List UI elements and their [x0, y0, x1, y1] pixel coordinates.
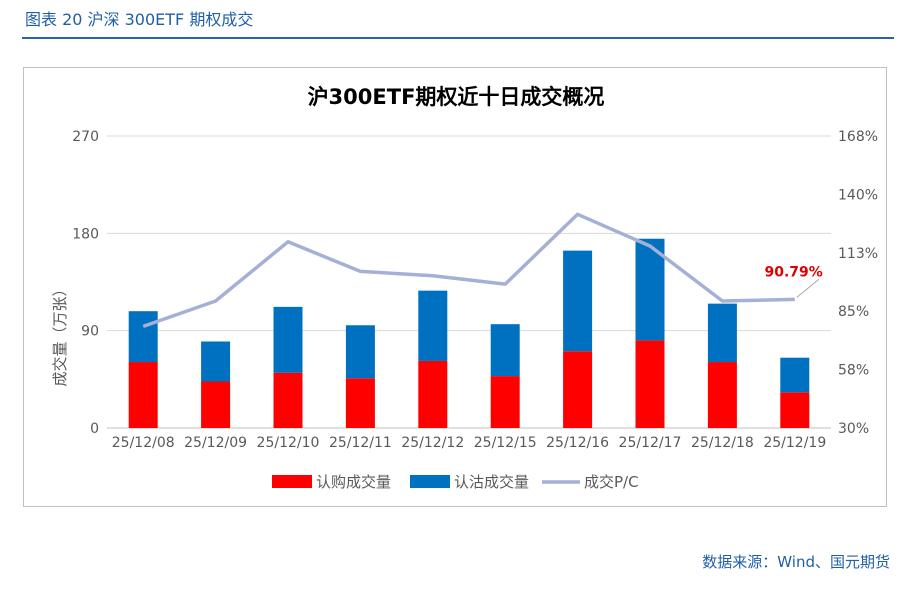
bar-call-volume	[490, 376, 520, 428]
bar-put-volume	[490, 324, 520, 377]
figure-caption: 图表 20 沪深 300ETF 期权成交	[25, 10, 254, 29]
bar-call-volume	[418, 360, 448, 428]
x-tick-label: 25/12/15	[474, 435, 537, 451]
y-tick-label: 0	[90, 421, 99, 437]
legend-swatch-put	[410, 475, 450, 488]
chart-frame: 沪300ETF期权近十日成交概况 成交量（万张） 0 90 180 270 30% 58%…	[23, 67, 887, 507]
pc-last-value-label: 90.79%	[764, 264, 822, 280]
bar-call-volume	[563, 351, 593, 428]
y2-tick-label: 85%	[838, 304, 869, 320]
bar-call-volume	[273, 372, 303, 428]
pc-ratio-line	[142, 212, 795, 329]
header-divider	[22, 37, 894, 39]
y2-tick-label: 168%	[838, 129, 878, 145]
x-tick-label: 25/12/17	[619, 435, 682, 451]
legend-label-put: 认沽成交量	[454, 473, 529, 491]
pc-volume-chart: 沪300ETF期权近十日成交概况 成交量（万张） 0 90 180 270 30% 58%…	[51, 85, 878, 491]
chart-title: 沪300ETF期权近十日成交概况	[308, 85, 605, 109]
x-tick-label: 25/12/12	[401, 435, 464, 451]
x-tick-label: 25/12/11	[329, 435, 392, 451]
x-tick-label: 25/12/10	[257, 435, 320, 451]
bar-call-volume	[635, 340, 665, 428]
y2-tick-label: 58%	[838, 363, 869, 379]
y-tick-label: 180	[72, 226, 99, 242]
bar-put-volume	[201, 341, 231, 382]
bar-call-volume	[128, 362, 158, 428]
bar-put-volume	[273, 306, 303, 373]
x-tick-label: 25/12/19	[763, 435, 826, 451]
bar-call-volume	[707, 362, 737, 428]
legend-swatch-call	[272, 475, 312, 488]
bar-call-volume	[201, 381, 231, 428]
x-tick-label: 25/12/16	[546, 435, 609, 451]
bar-put-volume	[707, 303, 737, 363]
annotation-leader	[796, 278, 820, 298]
bar-call-volume	[345, 378, 375, 428]
source-note: 数据来源：Wind、国元期货	[702, 553, 890, 571]
bar-call-volume	[780, 392, 810, 428]
bar-put-volume	[635, 238, 665, 341]
bar-put-volume	[780, 357, 810, 393]
y2-tick-label: 113%	[838, 246, 878, 262]
y2-tick-label: 140%	[838, 187, 878, 203]
bar-put-volume	[418, 290, 448, 361]
y-tick-label: 90	[81, 324, 99, 340]
y-axis-title: 成交量（万张）	[51, 281, 69, 386]
bar-put-volume	[563, 250, 593, 352]
x-tick-label: 25/12/18	[691, 435, 754, 451]
x-tick-label: 25/12/09	[184, 435, 247, 451]
legend-label-pc: 成交P/C	[584, 473, 639, 491]
x-tick-label: 25/12/08	[112, 435, 175, 451]
bar-put-volume	[345, 325, 375, 379]
bar-put-volume	[128, 311, 158, 363]
y2-tick-label: 30%	[838, 421, 869, 437]
legend-label-call: 认购成交量	[316, 473, 391, 491]
y-tick-label: 270	[72, 129, 99, 145]
